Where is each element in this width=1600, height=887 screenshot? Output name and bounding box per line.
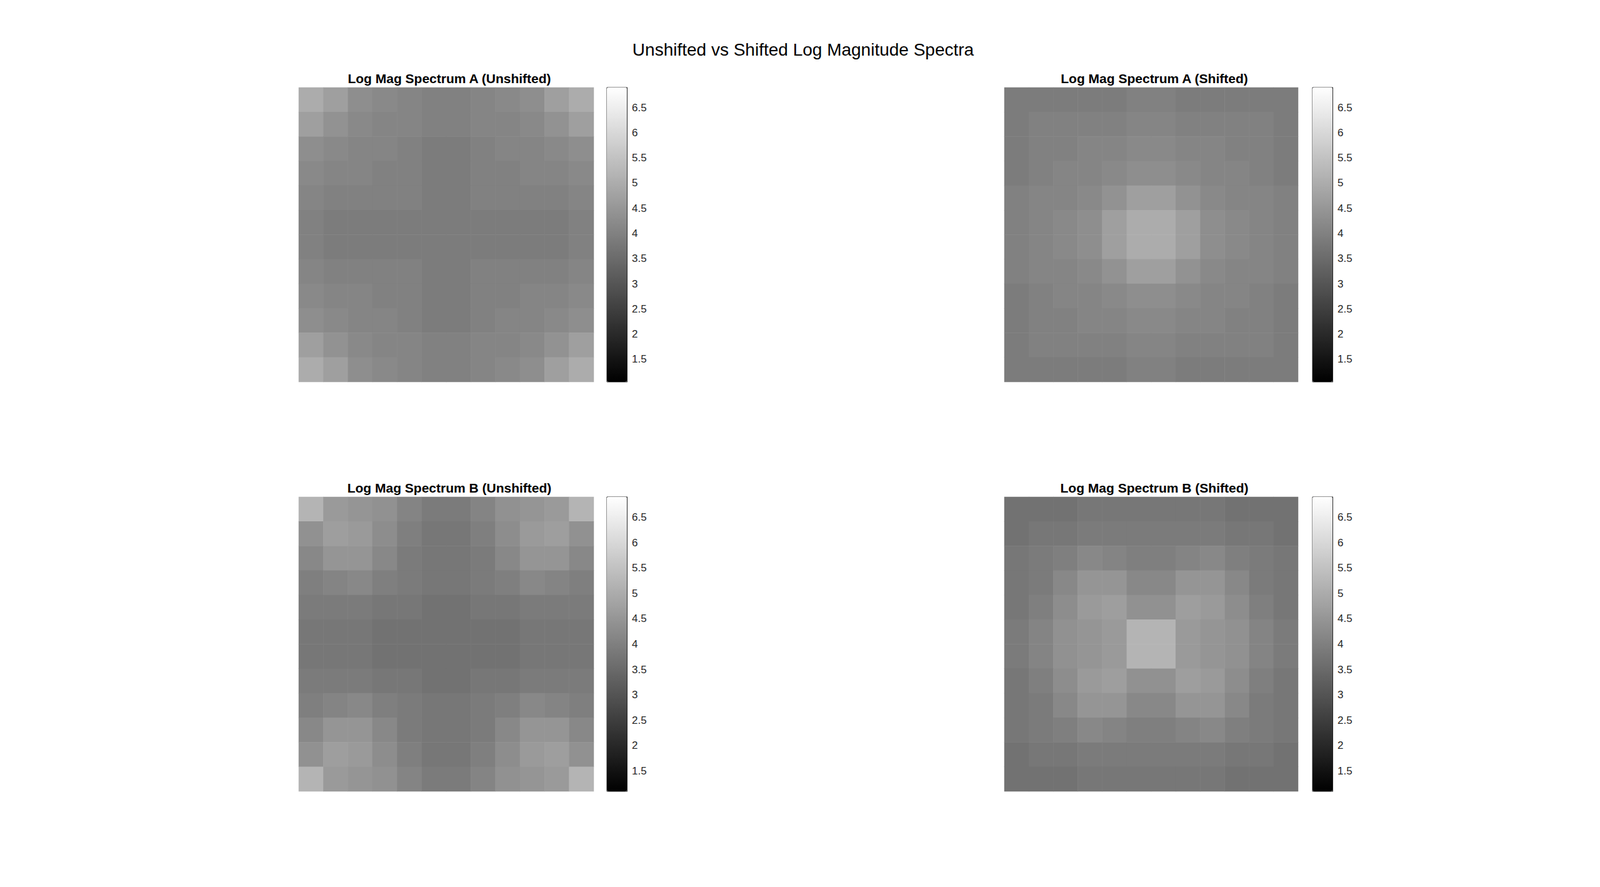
svg-text:5: 5 <box>631 176 638 189</box>
svg-text:4.5: 4.5 <box>1337 202 1353 215</box>
svg-text:3.5: 3.5 <box>1337 663 1353 676</box>
svg-text:2: 2 <box>631 328 638 340</box>
svg-text:3: 3 <box>1337 278 1344 290</box>
svg-text:3: 3 <box>631 278 638 290</box>
svg-text:4: 4 <box>1337 638 1344 650</box>
svg-text:Log Mag Spectrum A (Unshifted): Log Mag Spectrum A (Unshifted) <box>347 71 551 86</box>
svg-text:2.5: 2.5 <box>1337 714 1353 727</box>
svg-text:4.5: 4.5 <box>631 202 647 215</box>
svg-text:6.5: 6.5 <box>1337 101 1353 114</box>
svg-text:2: 2 <box>631 739 638 752</box>
svg-text:2.5: 2.5 <box>631 714 647 727</box>
svg-text:6.5: 6.5 <box>1337 511 1353 524</box>
svg-text:4.5: 4.5 <box>631 612 647 625</box>
svg-text:6.5: 6.5 <box>631 511 647 524</box>
svg-text:3: 3 <box>1337 688 1344 701</box>
svg-text:Log Mag Spectrum B (Unshifted): Log Mag Spectrum B (Unshifted) <box>347 480 552 495</box>
svg-text:2: 2 <box>1337 328 1344 340</box>
svg-text:1.5: 1.5 <box>1337 353 1353 365</box>
svg-text:6: 6 <box>631 536 638 549</box>
svg-text:6: 6 <box>1337 126 1344 139</box>
svg-text:Log Mag Spectrum B (Shifted): Log Mag Spectrum B (Shifted) <box>1060 480 1249 495</box>
svg-text:5.5: 5.5 <box>631 561 647 574</box>
svg-text:4: 4 <box>631 227 638 240</box>
svg-text:2: 2 <box>1337 739 1344 752</box>
svg-text:5: 5 <box>631 587 638 600</box>
svg-text:3: 3 <box>631 688 638 701</box>
svg-text:1.5: 1.5 <box>631 353 647 365</box>
svg-text:4.5: 4.5 <box>1337 612 1353 625</box>
svg-text:5.5: 5.5 <box>1337 151 1353 164</box>
svg-text:3.5: 3.5 <box>631 663 647 676</box>
svg-text:6.5: 6.5 <box>631 101 647 114</box>
svg-text:Log Mag Spectrum A (Shifted): Log Mag Spectrum A (Shifted) <box>1060 71 1248 86</box>
svg-text:6: 6 <box>631 126 638 139</box>
svg-text:5: 5 <box>1337 587 1344 600</box>
svg-text:3.5: 3.5 <box>631 252 647 265</box>
svg-text:2.5: 2.5 <box>1337 303 1353 315</box>
svg-text:2.5: 2.5 <box>631 303 647 315</box>
svg-text:4: 4 <box>631 638 638 650</box>
svg-text:3.5: 3.5 <box>1337 252 1353 265</box>
svg-text:5: 5 <box>1337 176 1344 189</box>
svg-text:Unshifted vs Shifted Log Magni: Unshifted vs Shifted Log Magnitude Spect… <box>632 40 975 60</box>
svg-text:5.5: 5.5 <box>631 151 647 164</box>
svg-text:1.5: 1.5 <box>1337 765 1353 777</box>
svg-text:4: 4 <box>1337 227 1344 240</box>
svg-text:1.5: 1.5 <box>631 765 647 777</box>
svg-text:6: 6 <box>1337 536 1344 549</box>
svg-text:5.5: 5.5 <box>1337 561 1353 574</box>
